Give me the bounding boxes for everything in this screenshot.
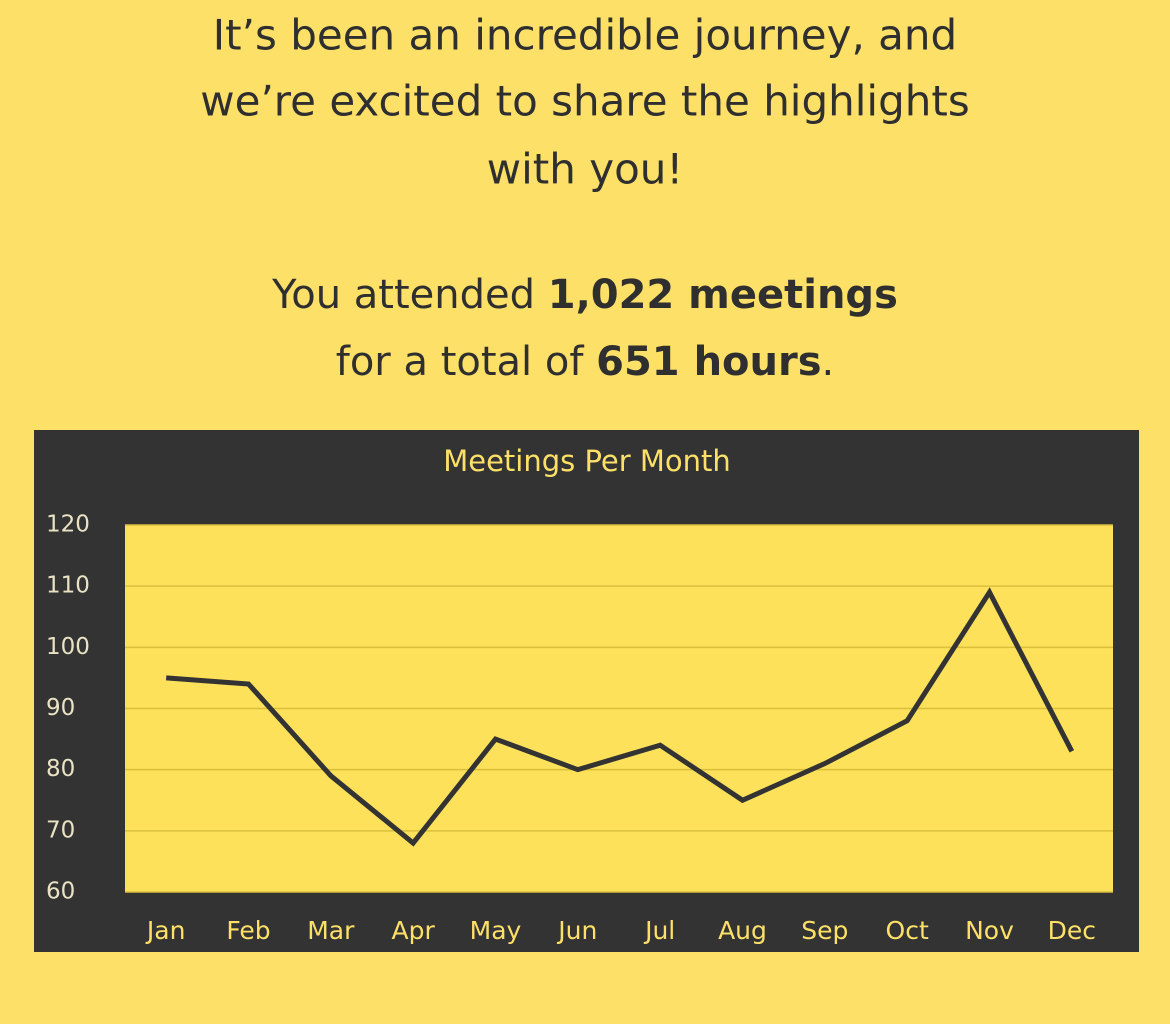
chart-title: Meetings Per Month bbox=[443, 444, 731, 478]
y-tick-label: 80 bbox=[46, 756, 75, 782]
intro-line: we’re excited to share the highlights bbox=[200, 77, 969, 126]
intro-line: with you! bbox=[487, 145, 683, 194]
x-tick-label: Sep bbox=[801, 916, 848, 945]
x-tick-label: Jun bbox=[556, 916, 597, 945]
summary-text: . bbox=[822, 339, 835, 385]
x-tick-label: Mar bbox=[307, 916, 355, 945]
x-tick-label: Aug bbox=[718, 916, 767, 945]
summary-line: You attended 1,022 meetings bbox=[271, 272, 898, 318]
summary-text: for a total of bbox=[336, 339, 596, 385]
y-tick-label: 70 bbox=[46, 817, 75, 843]
x-tick-label: Feb bbox=[226, 916, 270, 945]
y-tick-label: 110 bbox=[46, 573, 90, 599]
data-line bbox=[165, 587, 1075, 847]
summary-hours: 651 hours bbox=[596, 339, 821, 385]
summary-line: for a total of 651 hours. bbox=[336, 339, 835, 385]
x-tick-label: Jan bbox=[145, 916, 186, 945]
y-tick-label: 90 bbox=[46, 695, 75, 721]
y-tick-label: 60 bbox=[46, 879, 75, 905]
y-tick-label: 100 bbox=[46, 634, 90, 660]
x-tick-label: Dec bbox=[1048, 916, 1096, 945]
summary-meetings: 1,022 meetings bbox=[548, 272, 898, 318]
x-tick-label: Nov bbox=[965, 916, 1014, 945]
y-tick-label: 120 bbox=[46, 512, 90, 538]
x-tick-label: Jul bbox=[643, 916, 675, 945]
intro-line: It’s been an incredible journey, and bbox=[213, 11, 957, 60]
chart-marks: 60 70 80 90 100 110 120 Jan Feb Mar Apr May Jun Jul Au… bbox=[46, 512, 1113, 945]
x-tick-label: Oct bbox=[886, 916, 929, 945]
x-tick-label: Apr bbox=[392, 916, 436, 945]
summary-text: You attended bbox=[271, 272, 548, 318]
x-tick-label: May bbox=[470, 916, 522, 945]
